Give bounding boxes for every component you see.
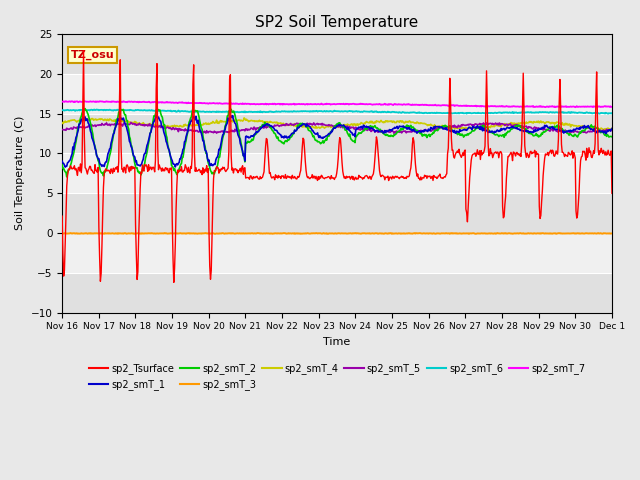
Title: SP2 Soil Temperature: SP2 Soil Temperature [255, 15, 419, 30]
Bar [62, 114, 612, 154]
X-axis label: Time: Time [323, 337, 351, 347]
Bar [62, 273, 612, 312]
Text: TZ_osu: TZ_osu [70, 49, 114, 60]
Bar [62, 193, 612, 233]
Bar [62, 233, 612, 273]
Bar [62, 34, 612, 74]
Legend: sp2_Tsurface, sp2_smT_1, sp2_smT_2, sp2_smT_3, sp2_smT_4, sp2_smT_5, sp2_smT_6, : sp2_Tsurface, sp2_smT_1, sp2_smT_2, sp2_… [85, 360, 589, 394]
Bar [62, 154, 612, 193]
Y-axis label: Soil Temperature (C): Soil Temperature (C) [15, 116, 25, 230]
Bar [62, 74, 612, 114]
